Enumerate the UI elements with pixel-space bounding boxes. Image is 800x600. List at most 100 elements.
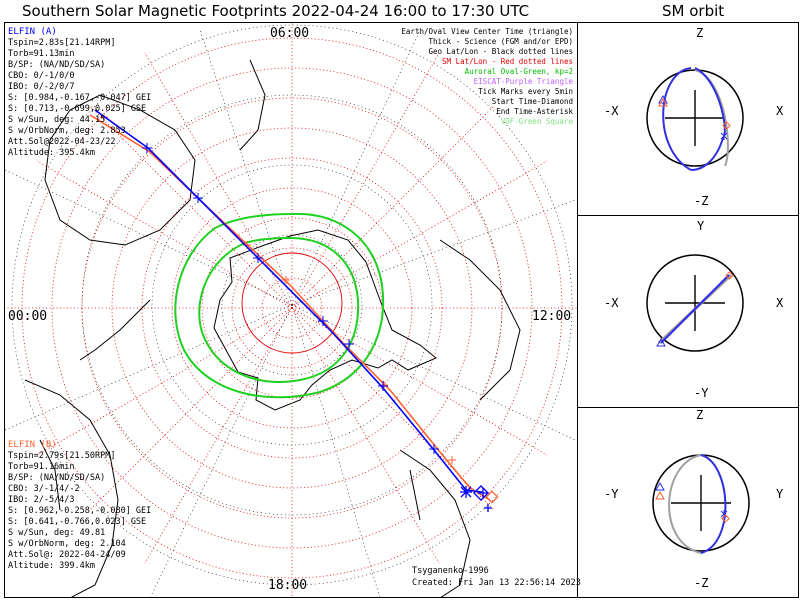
orbit-line-a bbox=[660, 274, 730, 344]
panel3-left: -Y bbox=[604, 487, 619, 501]
legend-item: End Time-Asterisk bbox=[496, 107, 573, 116]
mlt-label-06: 06:00 bbox=[270, 26, 310, 41]
legend-item: Start Time-Diamond bbox=[491, 97, 573, 106]
start-diamond-b bbox=[485, 490, 499, 504]
sat-b-marker bbox=[658, 97, 668, 107]
tick bbox=[318, 316, 328, 326]
sat-a-name: ELFIN (A) bbox=[8, 27, 57, 37]
sat-a-line: Tspin=2.83s[21.14RPM] bbox=[8, 38, 116, 48]
oval-outer bbox=[174, 212, 385, 399]
panel1-left: -X bbox=[604, 104, 619, 118]
sat-b-line: S: [0.641,-0.766,0.023] GSE bbox=[8, 517, 147, 527]
orbit-path-a-right bbox=[690, 67, 726, 171]
tick bbox=[253, 253, 263, 263]
end-plus bbox=[478, 488, 488, 498]
australia-outline bbox=[44, 94, 196, 246]
end-asterisk-orbit bbox=[720, 132, 728, 140]
sat-b-ticks bbox=[100, 113, 456, 464]
legend-item: Geo Lat/Lon - Black dotted lines bbox=[428, 47, 574, 56]
orbit-xz bbox=[646, 67, 744, 171]
sat-a-track bbox=[94, 109, 483, 493]
end-diamond-b bbox=[725, 271, 734, 280]
orbit-path-a bbox=[662, 67, 692, 171]
orbit-path-a bbox=[700, 454, 727, 554]
orbit-title: SM orbit bbox=[662, 2, 725, 20]
mlt-label-00: 00:00 bbox=[8, 309, 48, 324]
sat-a-line: CBO: 0/-1/0/0 bbox=[8, 71, 75, 81]
end-asterisk bbox=[460, 486, 472, 498]
panel2-left: -X bbox=[604, 296, 619, 310]
sat-a-line: IBO: 0/-2/0/7 bbox=[8, 82, 75, 92]
model-credit: Tsyganenko-1996 bbox=[412, 566, 489, 576]
sat-b-info: ELFIN (B) Tspin=2.79s[21.50RPM] Torb=91.… bbox=[8, 440, 151, 572]
tick-end bbox=[484, 504, 492, 512]
panel1-right: X bbox=[776, 104, 784, 118]
south-america-outline bbox=[24, 379, 119, 597]
legend-item: VDF-Green Square bbox=[500, 117, 573, 126]
panel3-bottom: -Z bbox=[694, 576, 709, 590]
panel2-right: X bbox=[776, 296, 784, 310]
sm-pole-circle bbox=[241, 252, 343, 354]
mlt-label-18: 18:00 bbox=[268, 578, 308, 593]
sat-a-line: S: [0.984,-0.167,-0.047] GEI bbox=[8, 93, 152, 103]
panel2-bottom: -Y bbox=[694, 386, 709, 400]
sat-a-marker bbox=[658, 94, 668, 104]
nz-outline bbox=[239, 59, 266, 151]
africa-coast-outline bbox=[439, 239, 521, 401]
sat-b-name: ELFIN (B) bbox=[8, 440, 57, 450]
plot-title: Southern Solar Magnetic Footprints 2022-… bbox=[22, 2, 530, 20]
sat-a-ticks bbox=[142, 143, 439, 454]
panel1-top: Z bbox=[696, 26, 704, 40]
sat-b-end bbox=[485, 490, 499, 504]
tick bbox=[344, 339, 354, 349]
legend-item: Thick - Science (FGM and/or EPD) bbox=[428, 37, 574, 46]
sat-a-line: Torb=91.13min bbox=[8, 49, 75, 59]
legend-item: EISCAT-Purple Triangle bbox=[473, 77, 573, 86]
orbit-path-grey bbox=[668, 454, 702, 554]
tick bbox=[193, 193, 203, 203]
sat-a-info: ELFIN (A) Tspin=2.83s[21.14RPM] Torb=91.… bbox=[8, 27, 151, 159]
panel3-right: Y bbox=[776, 487, 784, 501]
legend-item: Earth/Oval View Center Time (triangle) bbox=[401, 27, 573, 36]
legend-item: Auroral Oval-Green, kp=2 bbox=[464, 67, 573, 76]
geo-grid bbox=[5, 24, 576, 597]
sat-a-line: Att.Sol@2022-04-23/22 bbox=[8, 137, 116, 147]
orbit-xy bbox=[646, 254, 744, 352]
panel1-bottom: -Z bbox=[694, 194, 709, 208]
sat-a-line: Altitude: 395.4km bbox=[8, 148, 95, 158]
sat-a-line: S w/Sun, deg: 44.15 bbox=[8, 115, 106, 125]
sat-b-line: S: [0.962,-0.258,-0.080] GEI bbox=[8, 506, 152, 516]
sat-b-line: S w/OrbNorm, deg: 2.104 bbox=[8, 539, 126, 549]
sat-a-end bbox=[460, 485, 492, 512]
panel3-top: Z bbox=[696, 408, 704, 422]
sat-a-line: B/SP: (NA/ND/SD/SA) bbox=[8, 60, 106, 70]
start-diamond bbox=[473, 485, 489, 501]
created-timestamp: Created: Fri Jan 13 22:56:14 2023 bbox=[412, 578, 581, 588]
end-diamond-b bbox=[721, 514, 730, 523]
tick bbox=[378, 381, 388, 391]
sat-a-line: S: [0.713,-0.699,0.025] GSE bbox=[8, 104, 147, 114]
tick bbox=[142, 143, 152, 153]
sat-b-marker bbox=[655, 490, 665, 500]
sat-b-line: B/SP: (NA/ND/SD/SA) bbox=[8, 473, 106, 483]
sat-b-line: Altitude: 399.4km bbox=[8, 561, 95, 571]
sat-b-line: S w/Sun, deg: 49.81 bbox=[8, 528, 106, 538]
sat-b-line: Att.Sol@: 2022-04-24/09 bbox=[8, 550, 126, 560]
antarctic-peninsula-outline bbox=[79, 299, 151, 361]
orbit-panel-yz bbox=[577, 407, 799, 598]
sat-b-line: CBO: 3/-1/4/-2 bbox=[8, 484, 80, 494]
sat-b-line: Tspin=2.79s[21.50RPM] bbox=[8, 451, 116, 461]
legend-item: SM Lat/Lon - Red dotted lines bbox=[442, 57, 573, 66]
panel2-top: Y bbox=[697, 219, 705, 233]
sat-a-marker bbox=[655, 481, 665, 491]
sat-a-marker bbox=[656, 337, 666, 347]
legend-item: Tick Marks every 5min bbox=[478, 87, 573, 96]
legend: Earth/Oval View Center Time (triangle) T… bbox=[401, 27, 573, 127]
end-diamond-b bbox=[722, 121, 731, 130]
africa-outline bbox=[399, 449, 471, 597]
sat-b-line: IBO: 2/-5/4/3 bbox=[8, 495, 75, 505]
earth bbox=[646, 254, 744, 352]
sat-a-line: S w/OrbNorm, deg: 2.853 bbox=[8, 126, 126, 136]
